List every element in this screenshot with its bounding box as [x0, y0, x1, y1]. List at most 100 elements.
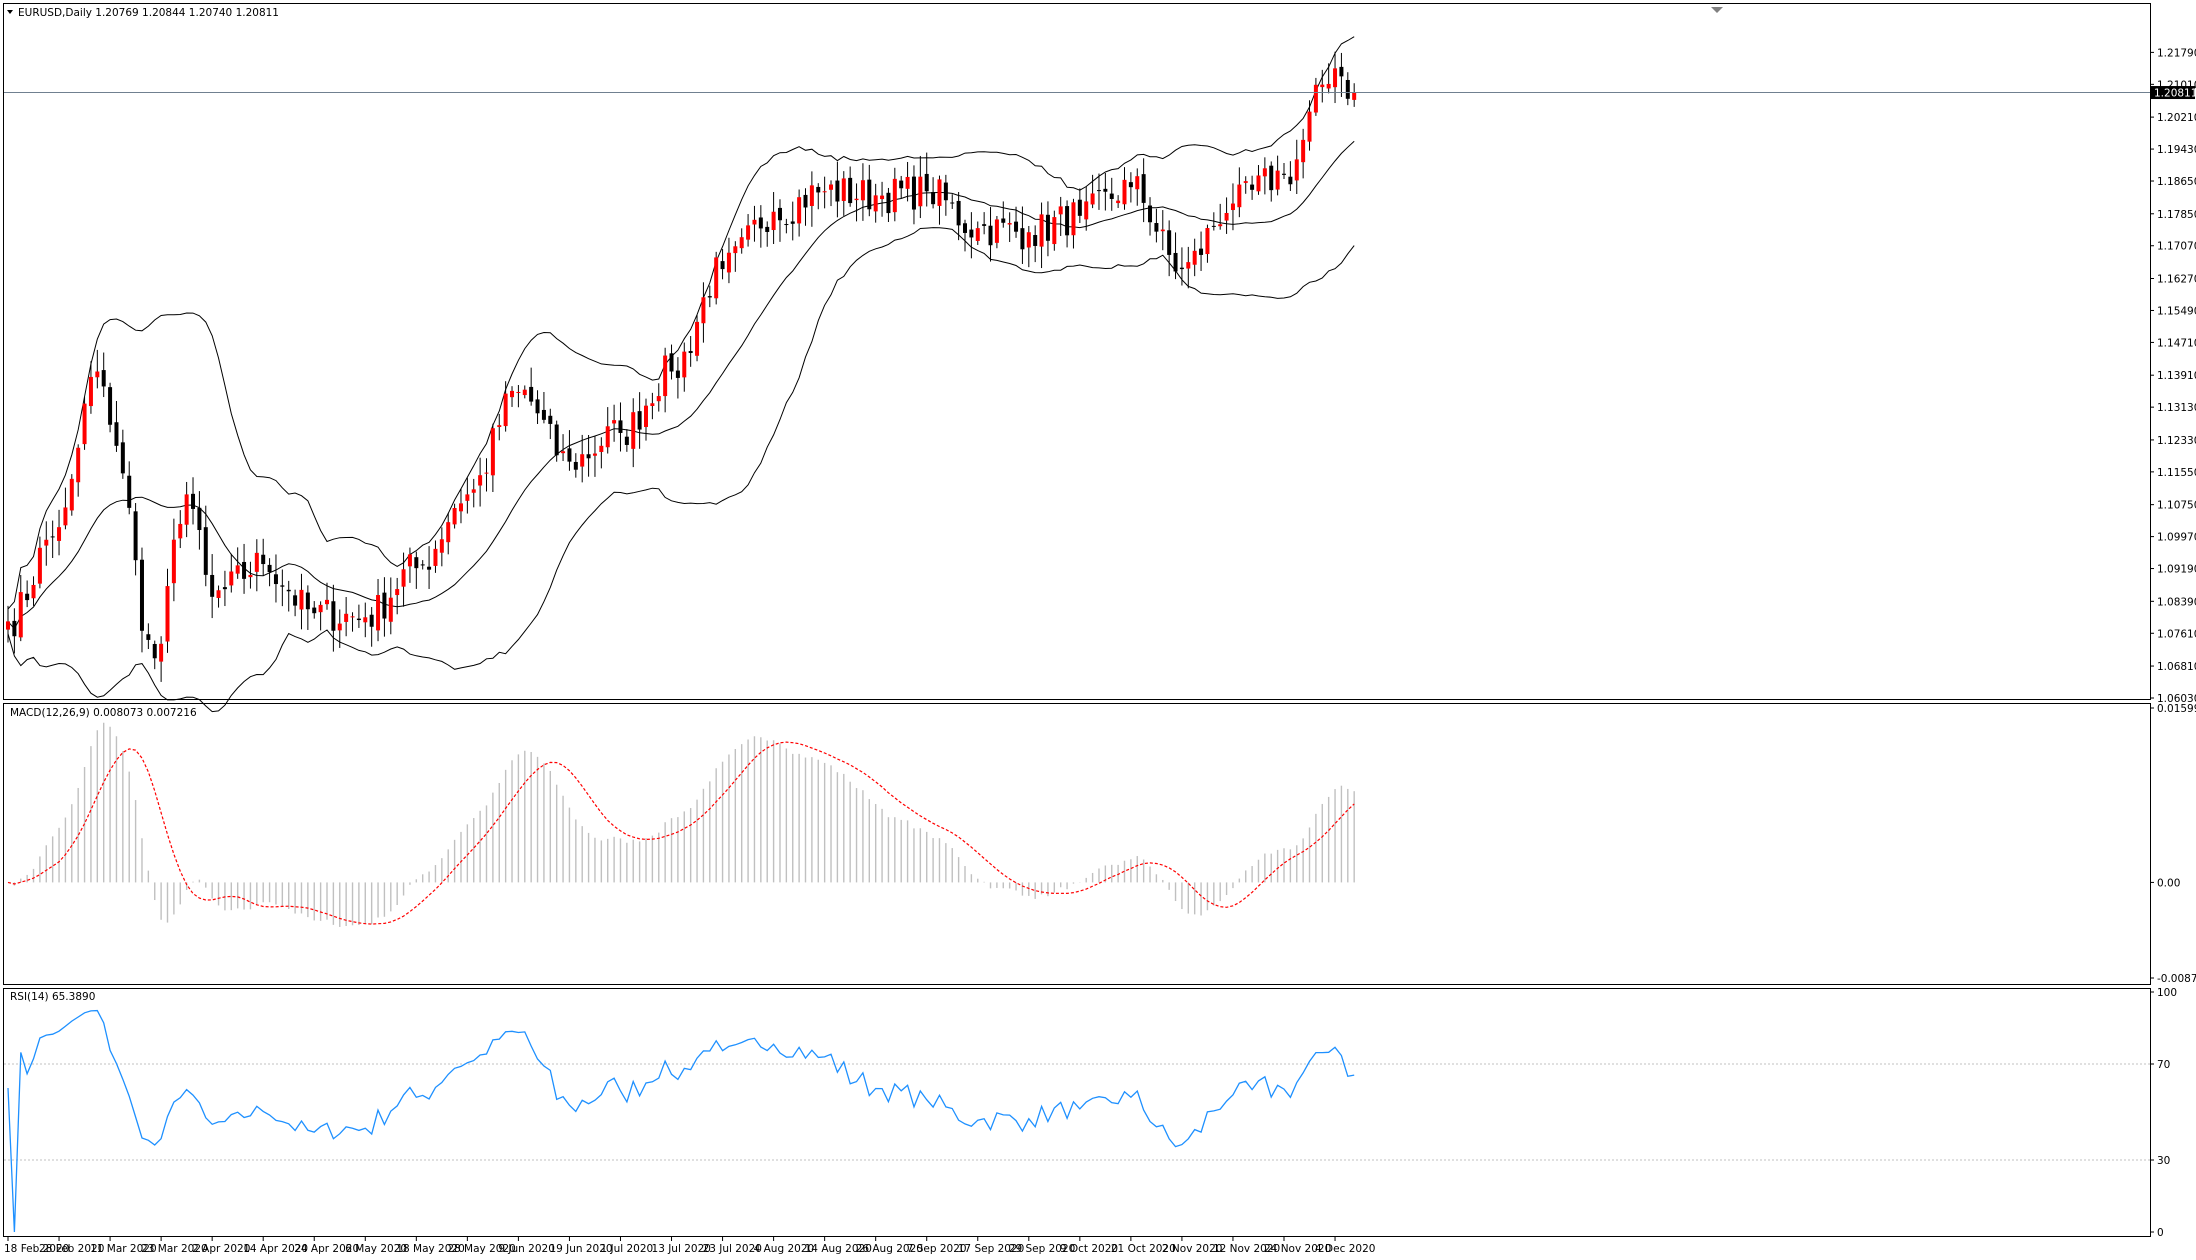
- candle-body: [452, 508, 457, 525]
- candle-body: [44, 539, 49, 546]
- date-tick-label: 6 May 2020: [345, 1243, 407, 1255]
- macd-tick-label: 0.01599: [2157, 703, 2196, 715]
- price-tick-label: 1.09970: [2157, 532, 2196, 544]
- candle-body: [554, 424, 559, 456]
- candle-body: [918, 176, 923, 207]
- candle-body: [720, 261, 725, 270]
- candle-body: [433, 548, 438, 566]
- candle-body: [771, 211, 776, 231]
- candle-body: [656, 396, 661, 402]
- candle-body: [1269, 165, 1274, 191]
- candle-body: [210, 574, 215, 597]
- candle-body: [663, 355, 668, 397]
- date-tick-label: 14 Aug 2020: [805, 1243, 872, 1255]
- candle-body: [573, 461, 578, 470]
- candle-body: [937, 179, 942, 206]
- candle-body: [1282, 173, 1286, 175]
- candle-body: [490, 428, 495, 476]
- bb-lower: [7, 227, 1355, 713]
- candle-body: [873, 195, 878, 212]
- candle-body: [101, 370, 106, 387]
- price-tick-label: 1.14710: [2157, 337, 2196, 349]
- candle-body: [688, 351, 693, 354]
- candle-body: [695, 321, 700, 356]
- candle-body: [356, 618, 361, 621]
- candle-body: [1256, 175, 1261, 192]
- candle-body: [414, 557, 419, 569]
- candle-body: [171, 539, 176, 584]
- candle-body: [924, 173, 929, 192]
- candle-body: [222, 587, 227, 590]
- candle-body: [497, 425, 502, 428]
- date-tick-label: 1 Jul 2020: [600, 1243, 653, 1255]
- candle-body: [797, 197, 802, 224]
- candle-body: [235, 565, 240, 574]
- candle-body: [484, 472, 489, 474]
- candle-body: [1167, 230, 1172, 255]
- date-tick-label: 7 Sep 2020: [907, 1243, 967, 1255]
- candle-body: [1020, 228, 1025, 250]
- candle-body: [911, 176, 916, 210]
- candle-body: [1007, 223, 1012, 225]
- candle-body: [963, 223, 967, 233]
- candle-body: [650, 403, 655, 406]
- chart-shift-marker[interactable]: [1711, 7, 1723, 13]
- macd-tick-label: 0.00: [2157, 877, 2180, 889]
- candle-body: [675, 370, 680, 378]
- date-tick-label: 21 Oct 2020: [1111, 1243, 1176, 1255]
- candle-body: [746, 225, 751, 240]
- candle-body: [503, 393, 508, 427]
- price-tick-label: 1.21790: [2157, 47, 2196, 59]
- candle-body: [1045, 214, 1050, 241]
- candle-body: [165, 586, 170, 642]
- candle-body: [561, 451, 566, 454]
- candle-body: [420, 564, 425, 566]
- candle-body: [363, 617, 368, 623]
- candle-body: [975, 228, 980, 241]
- macd-tick-label: -0.008763: [2157, 973, 2196, 985]
- bb-middle: [7, 140, 1355, 630]
- candle-body: [12, 620, 17, 637]
- candle-body: [1071, 202, 1076, 236]
- candle-body: [726, 252, 731, 273]
- candle-body: [510, 390, 515, 398]
- candle-body: [305, 592, 310, 610]
- candle-body: [841, 178, 846, 201]
- candle-body: [159, 643, 164, 662]
- candle-body: [618, 420, 623, 433]
- candle-body: [18, 592, 23, 638]
- candle-body: [599, 445, 604, 452]
- candle-body: [337, 623, 342, 631]
- candle-body: [586, 454, 591, 459]
- price-tick-label: 1.09190: [2157, 564, 2196, 576]
- date-tick-label: 19 Jun 2020: [549, 1243, 612, 1255]
- candle-body: [880, 195, 885, 200]
- candle-body: [312, 607, 317, 614]
- candle-body: [1333, 68, 1338, 88]
- candle-body: [899, 180, 904, 189]
- date-tick-label: 9 Oct 2020: [1060, 1243, 1118, 1255]
- candle-body: [458, 503, 463, 512]
- rsi-tick-label: 0: [2157, 1227, 2164, 1239]
- candle-body: [669, 353, 674, 372]
- date-tick-label: 4 Dec 2020: [1315, 1243, 1375, 1255]
- candle-body: [229, 571, 234, 586]
- candle-body: [1294, 159, 1299, 181]
- candle-body: [1148, 205, 1153, 223]
- candle-body: [790, 221, 795, 224]
- price-tick-label: 1.17850: [2157, 209, 2196, 221]
- candle-body: [82, 403, 87, 445]
- candle-body: [427, 566, 432, 570]
- candle-body: [1237, 184, 1242, 208]
- candle-body: [1135, 176, 1140, 190]
- header-dropdown-icon[interactable]: [7, 10, 13, 14]
- candle-body: [1173, 252, 1178, 272]
- candle-body: [548, 415, 553, 424]
- candle-body: [331, 601, 336, 631]
- candle-body: [465, 494, 470, 501]
- candle-body: [1160, 229, 1165, 232]
- rsi-tick-label: 100: [2157, 987, 2177, 999]
